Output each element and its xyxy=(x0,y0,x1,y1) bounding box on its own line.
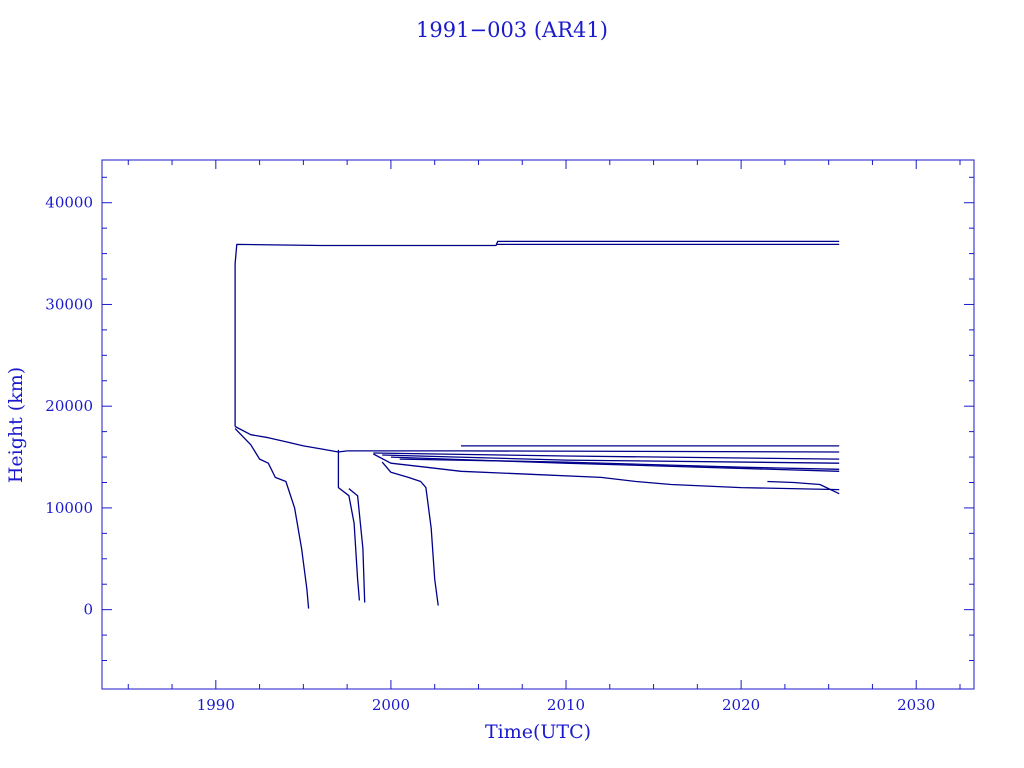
series-line-12 xyxy=(234,428,310,609)
series-line-14 xyxy=(348,488,366,603)
y-axis: 0 10000 20000 30000 40000 xyxy=(45,176,974,662)
series-line-1 xyxy=(234,240,840,427)
series-line-6 xyxy=(373,452,840,460)
series-line-4 xyxy=(347,450,840,453)
plot-frame xyxy=(101,159,975,690)
series-line-8 xyxy=(390,456,840,472)
x-tick-label: 2000 xyxy=(372,696,410,714)
x-tick-label: 2010 xyxy=(547,696,585,714)
x-axis-label: Time(UTC) xyxy=(485,721,591,743)
series-line-11 xyxy=(767,480,840,495)
y-axis-label: Height (km) xyxy=(5,367,27,483)
series-line-10 xyxy=(373,453,840,491)
x-axis: 1990 2000 2010 2020 2030 xyxy=(127,160,961,714)
series-line-15 xyxy=(381,461,439,606)
series-line-7 xyxy=(382,454,840,464)
y-tick-label: 40000 xyxy=(45,194,93,212)
y-tick-label: 0 xyxy=(83,601,93,619)
x-tick-label: 2030 xyxy=(897,696,935,714)
x-tick-label: 2020 xyxy=(722,696,760,714)
y-tick-label: 10000 xyxy=(45,499,93,517)
chart-title: 1991−003 (AR41) xyxy=(416,18,608,42)
series-group xyxy=(234,240,840,609)
y-tick-label: 30000 xyxy=(45,295,93,313)
series-line-9 xyxy=(399,458,840,470)
series-line-3 xyxy=(234,425,348,453)
y-tick-label: 20000 xyxy=(45,397,93,415)
series-line-13 xyxy=(337,449,361,601)
x-tick-label: 1990 xyxy=(197,696,235,714)
